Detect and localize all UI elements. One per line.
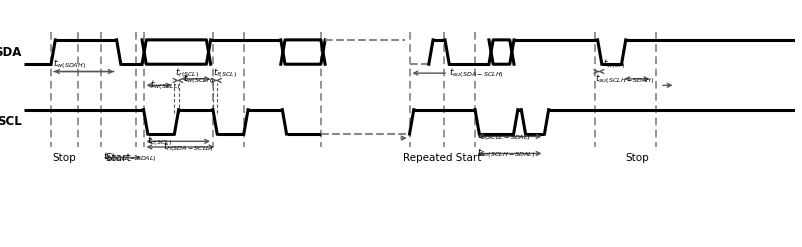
Text: Repeated Start: Repeated Start: [403, 153, 481, 164]
Text: $t_{su(SCLH-SDAL)}$: $t_{su(SCLH-SDAL)}$: [476, 146, 535, 160]
Text: $t_{r(SCL)}$: $t_{r(SCL)}$: [175, 67, 199, 81]
Text: $t_{w(SDAH)}$: $t_{w(SDAH)}$: [53, 57, 86, 71]
Text: SDA: SDA: [0, 45, 22, 59]
Text: SCL: SCL: [0, 115, 22, 128]
Text: $t_{w(SP)}$: $t_{w(SP)}$: [602, 57, 626, 71]
Text: $t_{h(SCLL-SDAL)}$: $t_{h(SCLL-SDAL)}$: [103, 151, 156, 165]
Text: $t_{f(SCL)}$: $t_{f(SCL)}$: [213, 67, 237, 81]
Text: Start: Start: [106, 153, 132, 164]
Text: $t_{h(SCLL-SDAL)}$: $t_{h(SCLL-SDAL)}$: [476, 129, 530, 143]
Text: $t_{su(SDA-SCLH)}$: $t_{su(SDA-SCLH)}$: [448, 66, 503, 80]
Text: Stop: Stop: [624, 153, 648, 164]
Text: $t_{w(SCLL)}$: $t_{w(SCLL)}$: [149, 78, 180, 92]
Text: $t_{w(SCLH)}$: $t_{w(SCLH)}$: [182, 72, 214, 86]
Text: $t_{h(SDA-SCLL)}$: $t_{h(SDA-SCLL)}$: [163, 140, 213, 154]
Text: $t_{c(SCL)}$: $t_{c(SCL)}$: [148, 134, 172, 148]
Text: Stop: Stop: [53, 153, 76, 164]
Text: $t_{su(SCLH-SDAH)}$: $t_{su(SCLH-SDAH)}$: [593, 72, 654, 86]
